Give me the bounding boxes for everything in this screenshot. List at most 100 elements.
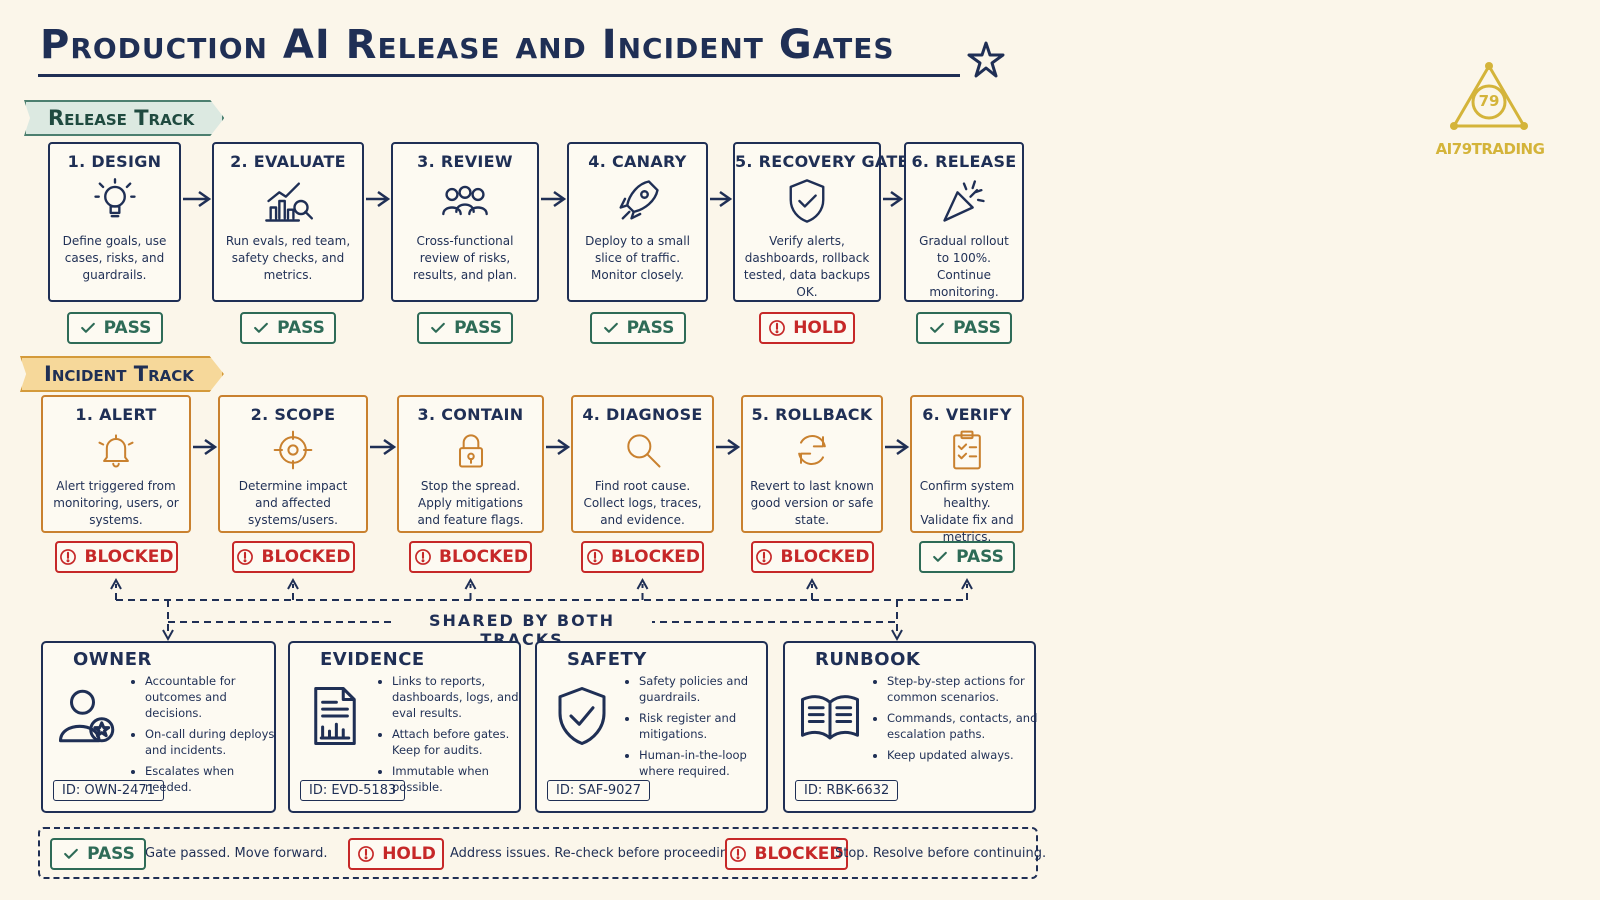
logo-mark: 79 <box>1478 92 1500 110</box>
card-id: ID: EVD-5183 <box>300 780 406 801</box>
status-text: BLOCKED <box>754 844 844 864</box>
flow-arrowhead <box>890 190 904 208</box>
status-badge: BLOCKED <box>409 541 532 573</box>
step-description: Stop the spread. Apply mitigations and f… <box>417 479 524 527</box>
step-box: 4. DIAGNOSE Find root cause. Collect logs… <box>571 395 714 533</box>
step-box: 6. VERIFY Confirm system healthy. Validat… <box>910 395 1024 544</box>
status-text: HOLD <box>382 844 436 864</box>
flow-arrowhead <box>719 190 733 208</box>
status-icon <box>80 322 95 333</box>
step-title: 1. ALERT <box>75 405 157 424</box>
status-text: PASS <box>103 318 152 338</box>
status-text: BLOCKED <box>84 547 174 567</box>
step-icon <box>93 178 136 218</box>
legend-badge: HOLD <box>348 838 444 870</box>
title-underline <box>38 74 960 77</box>
page-title: Production AI Release and Incident Gates <box>40 22 895 68</box>
shared-card: OWNERAccountable for outcomes and decisi… <box>41 641 276 813</box>
status-icon <box>769 320 786 336</box>
card-bullets: Safety policies and guardrails. Risk regi… <box>627 673 772 784</box>
step-title: 3. CONTAIN <box>417 405 524 424</box>
step-description: Determine impact and affected systems/us… <box>238 479 348 527</box>
status-text: PASS <box>277 318 325 338</box>
status-badge: BLOCKED <box>581 541 704 573</box>
status-badge: PASS <box>240 312 336 344</box>
card-bullet: Accountable for outcomes and decisions. <box>145 673 280 721</box>
legend-badge: PASS <box>50 838 146 870</box>
card-icon <box>314 686 356 746</box>
flow-arrowhead <box>553 190 567 208</box>
step-title: 2. SCOPE <box>250 405 336 424</box>
step-description: Run evals, red team, safety checks, and … <box>225 234 351 282</box>
card-bullet: Escalates when needed. <box>145 763 280 795</box>
step-box: 6. RELEASE Gradual rollout to 100%. Conti… <box>904 142 1024 302</box>
flow-arrowhead <box>896 438 910 456</box>
status-badge: PASS <box>919 541 1015 573</box>
status-badge: BLOCKED <box>231 541 355 573</box>
status-text: BLOCKED <box>610 547 700 567</box>
step-box: 3. REVIEW Cross-functional review of risk… <box>391 142 539 302</box>
shared-arrowhead <box>110 577 122 590</box>
status-text: BLOCKED <box>780 547 870 567</box>
step-title: 2. EVALUATE <box>230 152 346 171</box>
legend-text: Stop. Resolve before continuing. <box>835 846 1047 861</box>
card-bullet: Safety policies and guardrails. <box>639 673 772 705</box>
card-bullet: Step-by-step actions for common scenario… <box>887 673 1040 705</box>
status-text: BLOCKED <box>438 547 528 567</box>
card-id: ID: OWN-2471 <box>53 780 164 801</box>
status-text: HOLD <box>793 318 847 338</box>
step-title: 4. DIAGNOSE <box>582 405 703 424</box>
status-badge: PASS <box>417 312 513 344</box>
step-description: Gradual rollout to 100%. Continue monito… <box>919 234 1009 299</box>
status-badge: PASS <box>916 312 1012 344</box>
step-box: 3. CONTAIN Stop the spread. Apply mitigat… <box>397 395 544 533</box>
status-icon <box>756 549 773 565</box>
step-title: 3. REVIEW <box>417 152 513 171</box>
status-text: PASS <box>87 844 135 864</box>
flow-arrowhead <box>383 438 397 456</box>
step-box: 2. SCOPE Determine impact and affected sy… <box>218 395 368 533</box>
status-icon <box>587 549 603 565</box>
flow-arrowhead <box>557 438 571 456</box>
status-icon <box>254 322 268 333</box>
step-icon <box>789 179 825 223</box>
step-description: Verify alerts, dashboards, rollback test… <box>743 234 871 299</box>
logo-icon <box>1450 62 1528 130</box>
step-title: 5. ROLLBACK <box>751 405 873 424</box>
status-text: PASS <box>953 318 1001 338</box>
shared-card: SAFETYSafety policies and guardrails.Ris… <box>535 641 768 813</box>
step-icon <box>273 430 313 470</box>
status-badge: PASS <box>66 312 163 344</box>
step-box: 5. RECOVERY GATE Verify alerts, dashboard… <box>733 142 908 302</box>
legend-text: Gate passed. Move forward. <box>145 846 328 861</box>
card-bullet: Links to reports, dashboards, logs, and … <box>392 673 525 721</box>
step-description: Revert to last known good version or saf… <box>750 479 874 527</box>
shared-arrowhead <box>961 577 973 590</box>
status-text: BLOCKED <box>261 547 351 567</box>
step-icon <box>953 430 981 470</box>
step-title: 6. VERIFY <box>922 405 1012 424</box>
card-title: RUNBOOK <box>815 649 921 670</box>
status-icon <box>933 551 947 562</box>
step-description: Define goals, use cases, risks, and guar… <box>62 234 167 282</box>
flow-arrowhead <box>727 438 741 456</box>
flow-arrowhead <box>377 190 391 208</box>
incident-track-label: Incident Track <box>20 356 224 392</box>
step-box: 2. EVALUATE Run evals, red team, safety c… <box>212 142 364 302</box>
shared-card: EVIDENCELinks to reports, dashboards, lo… <box>288 641 521 813</box>
step-icon <box>458 434 483 468</box>
status-icon <box>237 549 254 565</box>
legend-text: Address issues. Re-check before proceedi… <box>450 846 741 861</box>
card-title: EVIDENCE <box>320 649 425 670</box>
card-bullets: Step-by-step actions for common scenario… <box>875 673 1040 768</box>
card-bullet: Keep updated always. <box>887 747 1040 763</box>
status-badge: BLOCKED <box>750 541 874 573</box>
shared-arrowhead <box>636 577 649 590</box>
shared-arrowhead <box>464 577 477 590</box>
flow-arrowhead <box>204 438 218 456</box>
card-bullets: Accountable for outcomes and decisions. O… <box>133 673 280 800</box>
shared-arrowhead <box>891 629 903 642</box>
step-title: 1. DESIGN <box>67 152 162 171</box>
step-description: Alert triggered from monitoring, users, … <box>53 479 179 527</box>
